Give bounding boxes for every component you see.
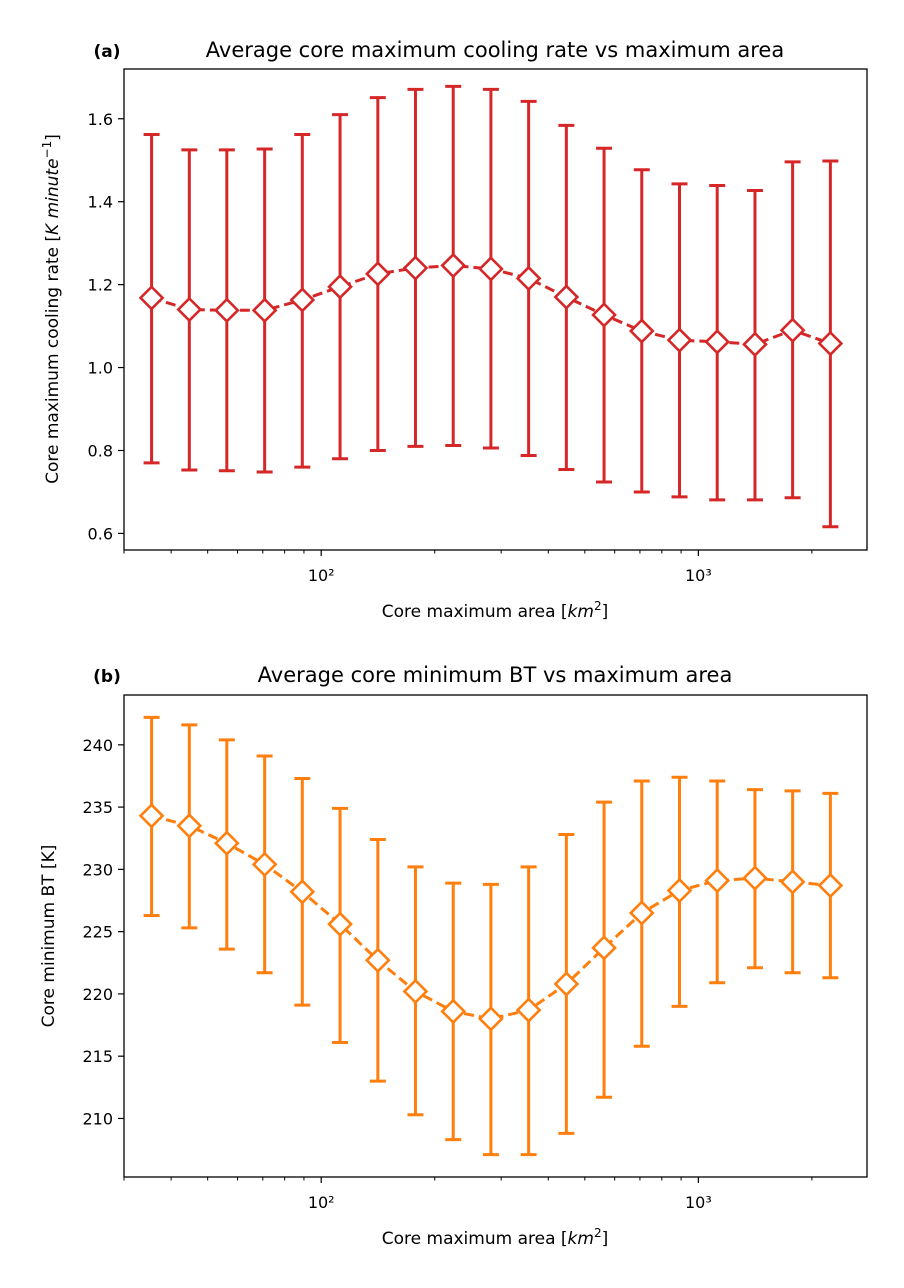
- y-tick-label-a: 1.0: [88, 359, 113, 378]
- data-point-b: [327, 911, 353, 938]
- data-point-b: [666, 877, 693, 904]
- data-point-a: [515, 265, 542, 292]
- y-tick-label-a: 0.6: [88, 524, 113, 543]
- y-tick-label-a: 1.4: [88, 193, 113, 212]
- data-point-a: [364, 261, 391, 287]
- y-tick-label-a: 1.2: [88, 276, 113, 295]
- data-point-a: [666, 327, 693, 354]
- y-tick-label-a: 1.6: [88, 110, 113, 129]
- x-axis-label-a: Core maximum area [km2]: [382, 599, 608, 622]
- data-point-b: [364, 947, 391, 974]
- y-tick-label-b: 235: [82, 798, 113, 817]
- data-point-a: [742, 331, 768, 358]
- data-point-b: [138, 802, 165, 829]
- x-axis-label-b: Core maximum area [km2]: [382, 1226, 608, 1249]
- data-point-b: [251, 851, 278, 878]
- data-point-a: [704, 329, 731, 355]
- data-point-a: [478, 256, 504, 282]
- y-tick-label-b: 220: [82, 985, 113, 1004]
- plot-frame-a: [123, 68, 868, 551]
- data-point-b: [515, 997, 542, 1023]
- data-point-a: [138, 285, 165, 311]
- data-point-b: [176, 812, 203, 839]
- data-point-a: [628, 318, 655, 344]
- plot-frame-b: [123, 694, 868, 1178]
- data-point-a: [289, 287, 316, 313]
- data-point-a: [591, 302, 617, 328]
- data-point-a: [402, 255, 429, 281]
- data-point-a: [779, 317, 806, 344]
- data-point-a: [817, 330, 844, 357]
- panel-label-a: (a): [93, 42, 120, 62]
- data-point-b: [440, 998, 467, 1025]
- data-point-a: [251, 297, 278, 324]
- data-point-b: [478, 1005, 504, 1032]
- data-point-b: [704, 867, 731, 894]
- cooling-rate-chart: (a) Average core maximum cooling rate vs…: [40, 38, 868, 622]
- data-point-a: [440, 252, 467, 279]
- minimum-bt-chart: (b) Average core minimum BT vs maximum a…: [39, 663, 868, 1249]
- data-point-a: [327, 273, 353, 300]
- y-tick-label-b: 215: [82, 1047, 113, 1066]
- data-point-b: [742, 865, 768, 891]
- panel-label-b: (b): [93, 667, 121, 687]
- data-point-b: [591, 934, 617, 961]
- y-tick-label-b: 225: [82, 923, 113, 942]
- data-point-b: [213, 830, 240, 857]
- data-point-a: [553, 284, 580, 310]
- data-point-b: [779, 868, 806, 895]
- data-point-b: [553, 971, 580, 997]
- x-tick-label-a: 10³: [685, 566, 712, 585]
- data-point-b: [289, 878, 316, 905]
- data-point-b: [628, 900, 655, 926]
- y-axis-label-b: Core minimum BT [K]: [39, 845, 59, 1028]
- y-tick-label-b: 230: [82, 860, 113, 879]
- data-point-a: [176, 296, 203, 323]
- data-point-a: [213, 297, 240, 324]
- data-point-b: [402, 978, 429, 1005]
- y-axis-label-a: Core maximum cooling rate [K minute−1]: [40, 134, 63, 484]
- y-tick-label-b: 240: [82, 736, 113, 755]
- x-tick-label-b: 10²: [308, 1193, 335, 1212]
- y-tick-label-b: 210: [82, 1109, 113, 1128]
- chart-title-a: Average core maximum cooling rate vs max…: [206, 38, 784, 62]
- x-tick-label-a: 10²: [308, 566, 335, 585]
- y-tick-label-a: 0.8: [88, 441, 113, 460]
- x-tick-label-b: 10³: [685, 1193, 712, 1212]
- data-point-b: [817, 872, 844, 899]
- chart-title-b: Average core minimum BT vs maximum area: [258, 663, 733, 687]
